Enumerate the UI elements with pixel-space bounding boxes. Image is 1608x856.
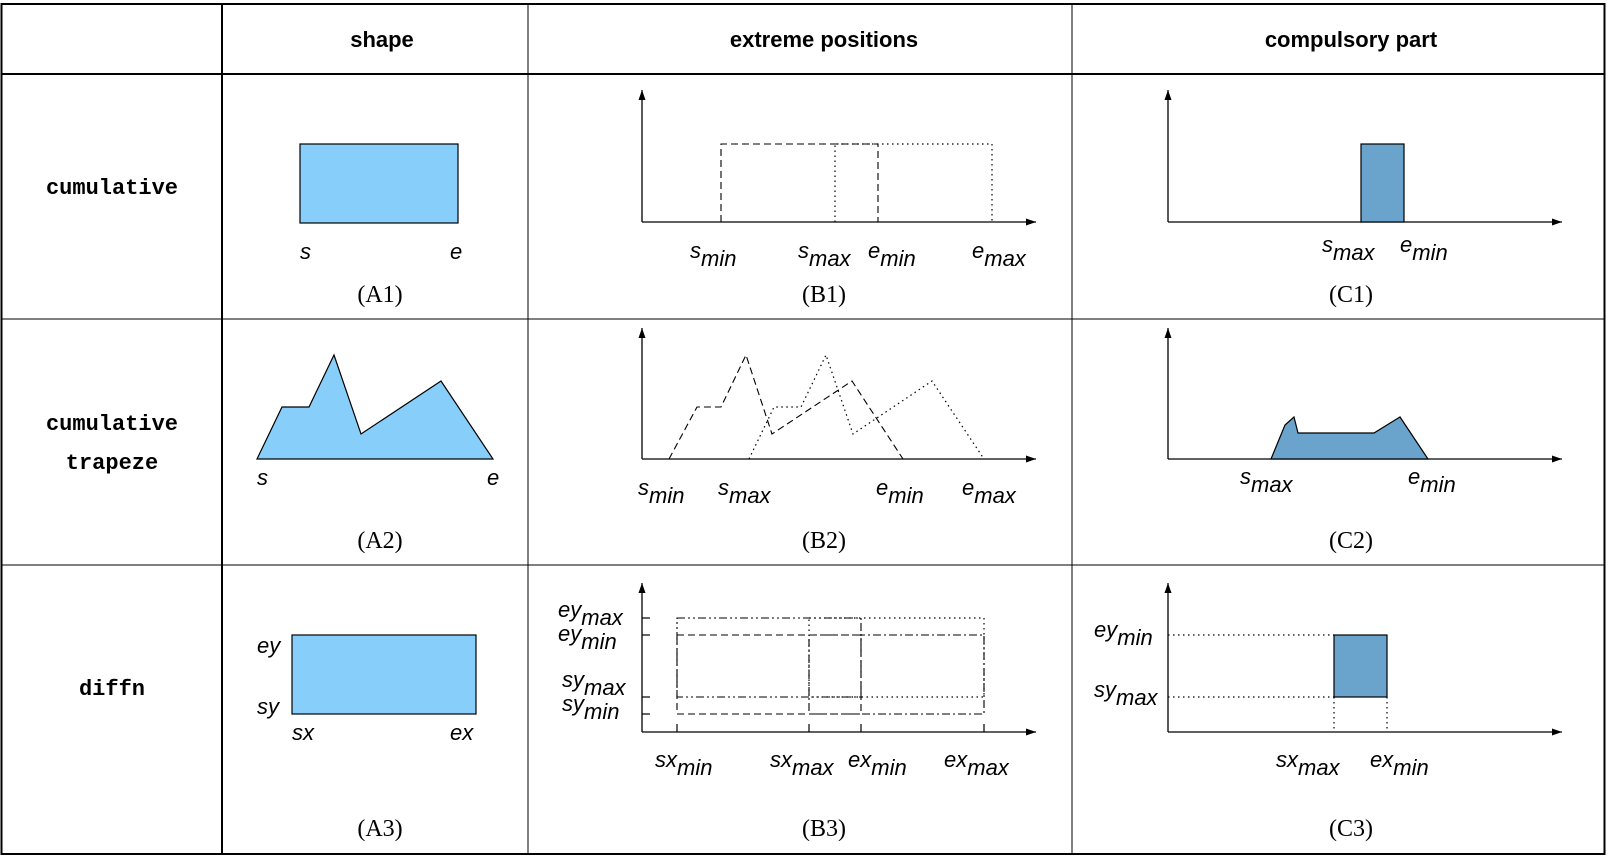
guide-lines bbox=[1168, 634, 1388, 732]
label-e-max: emax bbox=[972, 238, 1027, 271]
earliest-position-outline bbox=[720, 143, 879, 222]
diagram-A2: s e bbox=[256, 353, 499, 490]
trapeze-shape bbox=[256, 353, 495, 460]
diagram-B2: smin smax emin emax bbox=[638, 328, 1036, 508]
row-label-cumulative-trapeze-line1: cumulative bbox=[46, 412, 178, 437]
label-e: e bbox=[487, 465, 499, 490]
label-e-min: emin bbox=[1400, 232, 1448, 265]
caption-B3: (B3) bbox=[802, 816, 846, 842]
position-max-x-max-y bbox=[808, 617, 985, 698]
label-s-max: smax bbox=[798, 238, 852, 271]
captions: (A1) (B1) (C1) (A2) (B2) (C2) (A3) (B3) … bbox=[357, 282, 1373, 842]
axis-ticks bbox=[642, 617, 985, 732]
label-ex-min: exmin bbox=[1370, 747, 1429, 780]
compulsory-part-rectangle bbox=[1360, 143, 1405, 223]
diagram-C1: smax emin bbox=[1164, 90, 1562, 265]
label-e-max: emax bbox=[962, 475, 1017, 508]
diagram-A1: s e bbox=[299, 143, 462, 264]
label-ex-min: exmin bbox=[848, 747, 907, 780]
position-min-x-max-y bbox=[676, 617, 862, 698]
diagram-B1: smin smax emin emax bbox=[638, 90, 1036, 271]
task-rectangle bbox=[299, 143, 459, 224]
row-labels: cumulative cumulative trapeze diffn bbox=[46, 176, 178, 702]
diagram-C3: eymin symax sxmax exmin bbox=[1094, 583, 1562, 780]
label-sx: sx bbox=[292, 720, 315, 745]
compulsory-part-rectangle bbox=[1333, 634, 1388, 698]
label-ey: ey bbox=[257, 633, 282, 658]
label-ey-min: eymin bbox=[1094, 617, 1153, 650]
label-sy-min: symin bbox=[562, 691, 619, 724]
row-label-cumulative-trapeze-line2: trapeze bbox=[66, 451, 158, 476]
label-s-max: smax bbox=[1240, 464, 1294, 497]
rectangle-shape bbox=[291, 634, 477, 715]
label-ex: ex bbox=[450, 720, 474, 745]
position-max-x-min-y bbox=[808, 634, 985, 715]
position-min-x-min-y bbox=[676, 634, 862, 715]
latest-position-outline bbox=[834, 143, 993, 222]
label-e: e bbox=[450, 239, 462, 264]
caption-C2: (C2) bbox=[1329, 528, 1373, 554]
label-e-min: emin bbox=[1408, 464, 1456, 497]
header-compulsory-part: compulsory part bbox=[1265, 27, 1438, 52]
label-e-min: emin bbox=[876, 475, 924, 508]
table-header: shape extreme positions compulsory part bbox=[350, 27, 1438, 52]
latest-trapeze-outline bbox=[748, 353, 985, 460]
caption-A3: (A3) bbox=[357, 816, 402, 842]
label-sy: sy bbox=[257, 694, 281, 719]
table-grid bbox=[0, 3, 1606, 855]
label-s-min: smin bbox=[638, 475, 684, 508]
row-label-cumulative: cumulative bbox=[46, 176, 178, 201]
caption-B1: (B1) bbox=[802, 282, 846, 308]
diagram-A3: ey sy sx ex bbox=[257, 633, 477, 745]
label-sx-max: sxmax bbox=[770, 747, 835, 780]
diagram-C2: smax emin bbox=[1164, 328, 1562, 497]
label-sx-min: sxmin bbox=[655, 747, 712, 780]
label-sy-max: symax bbox=[1094, 677, 1159, 710]
caption-B2: (B2) bbox=[802, 528, 846, 554]
caption-C3: (C3) bbox=[1329, 816, 1373, 842]
label-s-max: smax bbox=[718, 475, 772, 508]
label-s: s bbox=[300, 239, 311, 264]
label-s-max: smax bbox=[1322, 232, 1376, 265]
label-ey-min: eymin bbox=[558, 621, 617, 654]
compulsory-part-shape bbox=[1270, 415, 1430, 460]
header-shape: shape bbox=[350, 27, 414, 52]
caption-A1: (A1) bbox=[357, 282, 402, 308]
diagram-B3: eymax eymin symax symin sxmin sxmax exmi… bbox=[558, 583, 1036, 780]
label-ey-max: eymax bbox=[558, 597, 624, 630]
label-sx-max: sxmax bbox=[1276, 747, 1341, 780]
row-label-diffn: diffn bbox=[79, 677, 145, 702]
label-sy-max: symax bbox=[562, 667, 627, 700]
label-e-min: emin bbox=[868, 238, 916, 271]
earliest-trapeze-outline bbox=[668, 353, 904, 460]
caption-C1: (C1) bbox=[1329, 282, 1373, 308]
label-s-min: smin bbox=[690, 238, 736, 271]
caption-A2: (A2) bbox=[357, 528, 402, 554]
label-s: s bbox=[257, 465, 268, 490]
label-ex-max: exmax bbox=[944, 747, 1010, 780]
header-extreme-positions: extreme positions bbox=[730, 27, 918, 52]
